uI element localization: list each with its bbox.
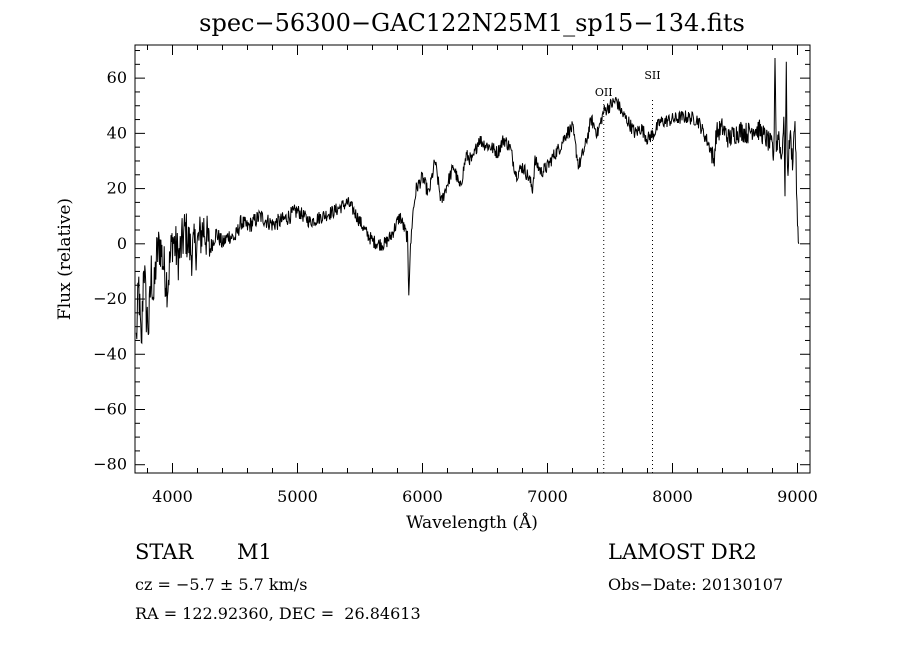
chart-title: spec−56300−GAC122N25M1_sp15−134.fits	[199, 9, 745, 37]
x-tick-label: 4000	[152, 487, 193, 506]
y-tick-label: −80	[93, 455, 127, 474]
coordinates: RA = 122.92360, DEC = 26.84613	[135, 604, 421, 623]
y-tick-label: −60	[93, 399, 127, 418]
y-tick-label: −40	[93, 344, 127, 363]
y-tick-label: 40	[107, 123, 127, 142]
y-tick-label: 20	[107, 179, 127, 198]
observation-date: Obs−Date: 20130107	[608, 575, 784, 594]
annotation-label: OII	[595, 86, 613, 99]
y-axis-ticks: −80 −60 −40 −20 0 20 40 60	[93, 50, 810, 474]
survey-name: LAMOST DR2	[608, 540, 757, 564]
plot-frame	[134, 44, 811, 474]
x-tick-label: 5000	[277, 487, 318, 506]
x-tick-label: 6000	[402, 487, 443, 506]
object-class: STAR	[135, 540, 194, 564]
x-axis-label: Wavelength (Å)	[406, 512, 538, 533]
y-tick-label: 0	[117, 234, 127, 253]
object-subclass: M1	[237, 540, 272, 564]
x-tick-label: 7000	[527, 487, 568, 506]
y-tick-label: −20	[93, 289, 127, 308]
x-tick-label: 9000	[777, 487, 818, 506]
redshift-velocity: cz = −5.7 ± 5.7 km/s	[135, 575, 308, 594]
annotation-label: SII	[644, 69, 660, 82]
line-annotations: OII SII	[595, 69, 661, 473]
y-tick-label: 60	[107, 68, 127, 87]
x-tick-label: 8000	[652, 487, 693, 506]
spectrum-line	[135, 57, 800, 345]
y-axis-label: Flux (relative)	[55, 198, 75, 320]
x-axis-ticks: 4000 5000 6000 7000 8000 9000	[147, 45, 818, 506]
